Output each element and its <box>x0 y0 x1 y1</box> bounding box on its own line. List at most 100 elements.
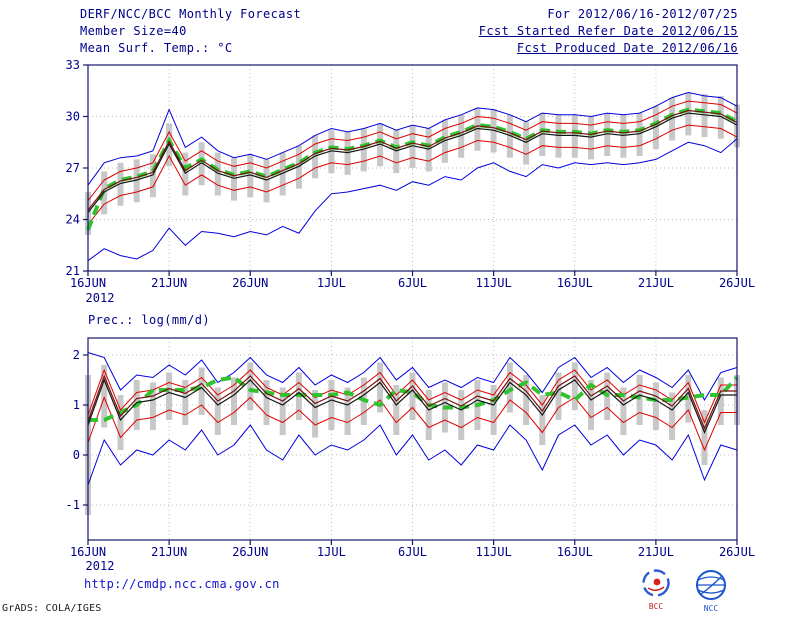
ncc-logo-label: NCC <box>704 604 719 613</box>
spread-bar <box>231 157 237 201</box>
spread-bar <box>652 106 659 150</box>
tick-label: 21JUN <box>151 276 187 290</box>
grads-credit: GrADS: COLA/IGES <box>2 603 102 614</box>
spread-bar <box>263 380 270 425</box>
bcc-logo-label: BCC <box>649 602 664 611</box>
spread-bar <box>409 125 416 168</box>
tick-label: 16JUL <box>557 545 593 559</box>
spread-bar <box>701 410 708 465</box>
forecast-range-label: For 2012/06/16-2012/07/25 <box>547 7 738 21</box>
bcc-logo-core <box>653 578 661 586</box>
tick-label: 21JUL <box>638 276 674 290</box>
series-highlight-dashed <box>86 107 738 231</box>
spread-bar <box>555 114 562 158</box>
spread-bar <box>344 131 351 175</box>
spread-bar <box>441 119 448 163</box>
panel-1: 16JUN 21JUN 26JUN 1JUL 6JUL 11JUL 16JUL 21JUL 26… <box>66 58 756 305</box>
spread-bar <box>198 367 205 415</box>
tick-label: 2012 <box>86 291 115 305</box>
spread-bar <box>555 372 562 420</box>
spread-bar <box>133 159 140 203</box>
member-size-label: Member Size=40 <box>80 24 187 38</box>
tick-label: 6JUL <box>398 545 427 559</box>
tick-label: 1JUL <box>317 545 346 559</box>
spread-bar <box>279 387 286 435</box>
series-control-run <box>87 109 738 211</box>
spread-bar <box>214 387 221 435</box>
tick-label: 0 <box>73 448 80 462</box>
spread-bar <box>425 128 432 172</box>
series-ensemble-max <box>87 352 738 402</box>
series-control-run <box>87 374 737 431</box>
spread-bar <box>620 114 627 158</box>
spread-bar <box>669 392 676 440</box>
spread-bar <box>377 123 384 167</box>
spread-bar <box>652 382 659 430</box>
tick-label: 21JUL <box>638 545 674 559</box>
spread-bar <box>717 377 724 425</box>
spread-bar <box>393 130 400 174</box>
spread-bar <box>295 145 302 189</box>
series-upper-quartile <box>87 368 737 424</box>
tick-label: 1JUL <box>317 276 346 290</box>
source-url-link[interactable]: http://cmdp.ncc.cma.gov.cn <box>84 577 280 591</box>
series-ensemble-max <box>87 91 738 186</box>
series-ensemble-mean <box>87 112 738 213</box>
tick-label: 11JUL <box>476 276 512 290</box>
tick-label: 33 <box>66 58 80 72</box>
spread-bar <box>117 162 124 206</box>
spread-bar <box>149 154 156 198</box>
spread-bar <box>149 382 156 430</box>
series-highlight-dashed <box>88 375 739 422</box>
spread-bar <box>588 380 594 430</box>
tick-label: 21 <box>66 264 80 278</box>
spread-bar <box>717 95 724 139</box>
spread-bar <box>571 114 578 158</box>
header: DERF/NCC/BCC Monthly Forecast Member Siz… <box>80 6 738 57</box>
spread-bar <box>523 121 530 165</box>
tick-label: 26JUN <box>232 276 268 290</box>
tick-label: 2012 <box>86 559 115 573</box>
ncc-logo-icon: NCC <box>696 570 726 613</box>
series-upper-quartile <box>87 100 738 201</box>
spread-bar <box>182 380 189 425</box>
fcst-start-date-label: Fcst Started Refer Date 2012/06/15 <box>478 24 738 38</box>
spread-bar <box>328 380 335 430</box>
spread-bar <box>247 362 254 410</box>
spread-bar <box>604 113 611 156</box>
series-ensemble-min <box>87 424 738 486</box>
tick-label: 16JUN <box>70 545 106 559</box>
spread-bar <box>214 152 221 196</box>
spread-bar <box>166 372 173 420</box>
tick-label: 2 <box>73 348 80 362</box>
panel1-title: Mean Surf. Temp.: °C <box>80 41 233 55</box>
tick-label: 26JUL <box>719 276 755 290</box>
spread-bar <box>636 375 643 425</box>
spread-bar <box>588 116 594 160</box>
tick-label: 26JUN <box>232 545 268 559</box>
spread-bar <box>458 390 465 440</box>
tick-label: 6JUL <box>398 276 427 290</box>
tick-label: 1 <box>73 398 80 412</box>
tick-label: 30 <box>66 110 80 124</box>
page-title: DERF/NCC/BCC Monthly Forecast <box>80 7 302 21</box>
spread-bar <box>344 387 351 435</box>
spread-bar <box>279 152 286 196</box>
spread-bar <box>247 154 254 198</box>
panel-2: 16JUN 21JUN 26JUN 1JUL 6JUL 11JUL 16JUL 21JUL 26… <box>66 337 755 573</box>
spread-bar <box>490 385 497 435</box>
footer-logos: BCC NCC <box>636 566 734 614</box>
tick-label: 16JUN <box>70 276 106 290</box>
tick-label: 27 <box>66 161 80 175</box>
spread-bar <box>523 375 530 425</box>
tick-label: -1 <box>66 498 80 512</box>
spread-bar <box>393 385 400 435</box>
spread-bar <box>198 142 205 186</box>
series-lower-quartile <box>87 396 737 452</box>
tick-label: 21JUN <box>151 545 187 559</box>
spread-bar <box>263 159 270 203</box>
tick-label: 24 <box>66 213 80 227</box>
spread-bar <box>312 390 319 438</box>
spread-bar <box>620 387 627 435</box>
